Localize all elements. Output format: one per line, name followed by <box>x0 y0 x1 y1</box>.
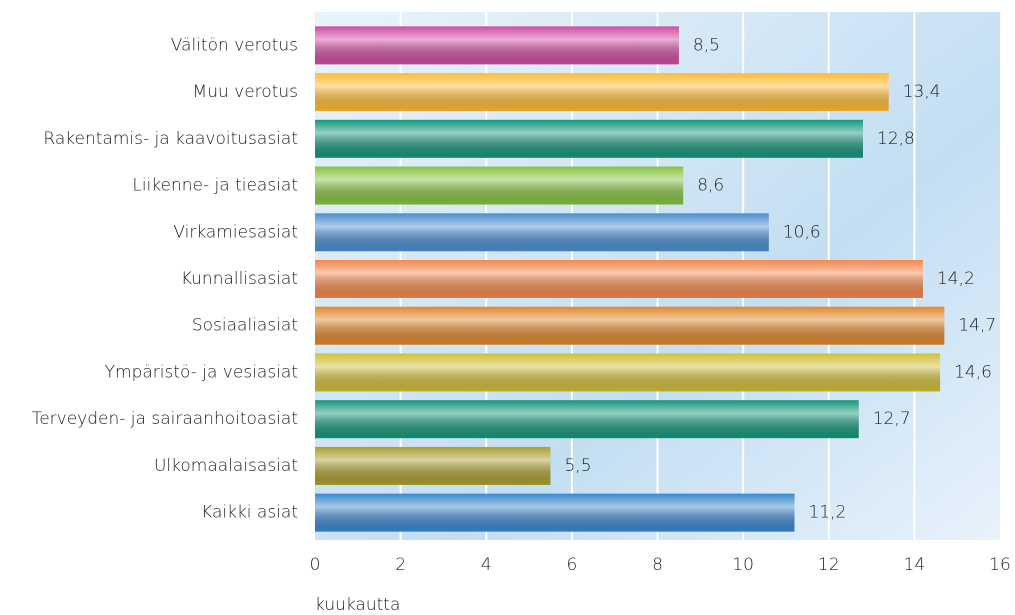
y-tick-label: Ympäristö- ja vesiasiat <box>105 362 298 382</box>
value-label: 8,5 <box>693 35 720 55</box>
x-tick-label: 14 <box>904 555 926 575</box>
value-label: 5,5 <box>564 456 591 476</box>
bar-shine <box>315 446 551 485</box>
bar-shine <box>315 400 859 439</box>
value-label: 10,6 <box>783 222 821 242</box>
x-tick-label: 4 <box>481 555 492 575</box>
y-tick-label: Rakentamis- ja kaavoitusasiat <box>43 129 298 149</box>
bar-shine <box>315 260 923 298</box>
x-tick-label: 2 <box>395 555 406 575</box>
x-tick-label: 12 <box>818 555 840 575</box>
y-tick-label: Ulkomaalaisasiat <box>154 456 298 476</box>
y-tick-label: Kaikki asiat <box>201 503 298 523</box>
y-tick-label: Välitön verotus <box>171 35 298 55</box>
x-tick-label: 6 <box>566 555 577 575</box>
bar-shine <box>315 166 684 205</box>
x-axis-label: kuukautta <box>315 595 400 615</box>
bar-shine <box>315 26 679 65</box>
bar-shine <box>315 73 889 112</box>
x-tick-label: 10 <box>732 555 754 575</box>
value-label: 14,6 <box>954 362 992 382</box>
x-tick-label: 8 <box>652 555 663 575</box>
bar-shine <box>315 493 795 532</box>
value-label: 12,8 <box>877 129 915 149</box>
value-label: 14,7 <box>958 316 996 336</box>
value-label: 13,4 <box>903 82 941 102</box>
y-tick-label: Kunnallisasiat <box>181 269 298 289</box>
bar-shine <box>315 213 769 252</box>
y-tick-label: Terveyden- ja sairaanhoitoasiat <box>32 409 298 429</box>
value-label: 14,2 <box>937 269 975 289</box>
value-label: 12,7 <box>873 409 911 429</box>
y-tick-label: Sosiaaliasiat <box>192 316 298 336</box>
x-tick-label: 16 <box>989 555 1011 575</box>
value-label: 8,6 <box>697 176 724 196</box>
y-tick-label: Liikenne- ja tieasiat <box>132 176 298 196</box>
bar-shine <box>315 119 863 158</box>
x-tick-label: 0 <box>310 555 321 575</box>
bar-shine <box>315 353 941 392</box>
bar-shine <box>315 306 945 345</box>
y-tick-label: Muu verotus <box>193 82 298 102</box>
y-tick-label: Virkamiesasiat <box>173 222 298 242</box>
value-label: 11,2 <box>809 503 847 523</box>
